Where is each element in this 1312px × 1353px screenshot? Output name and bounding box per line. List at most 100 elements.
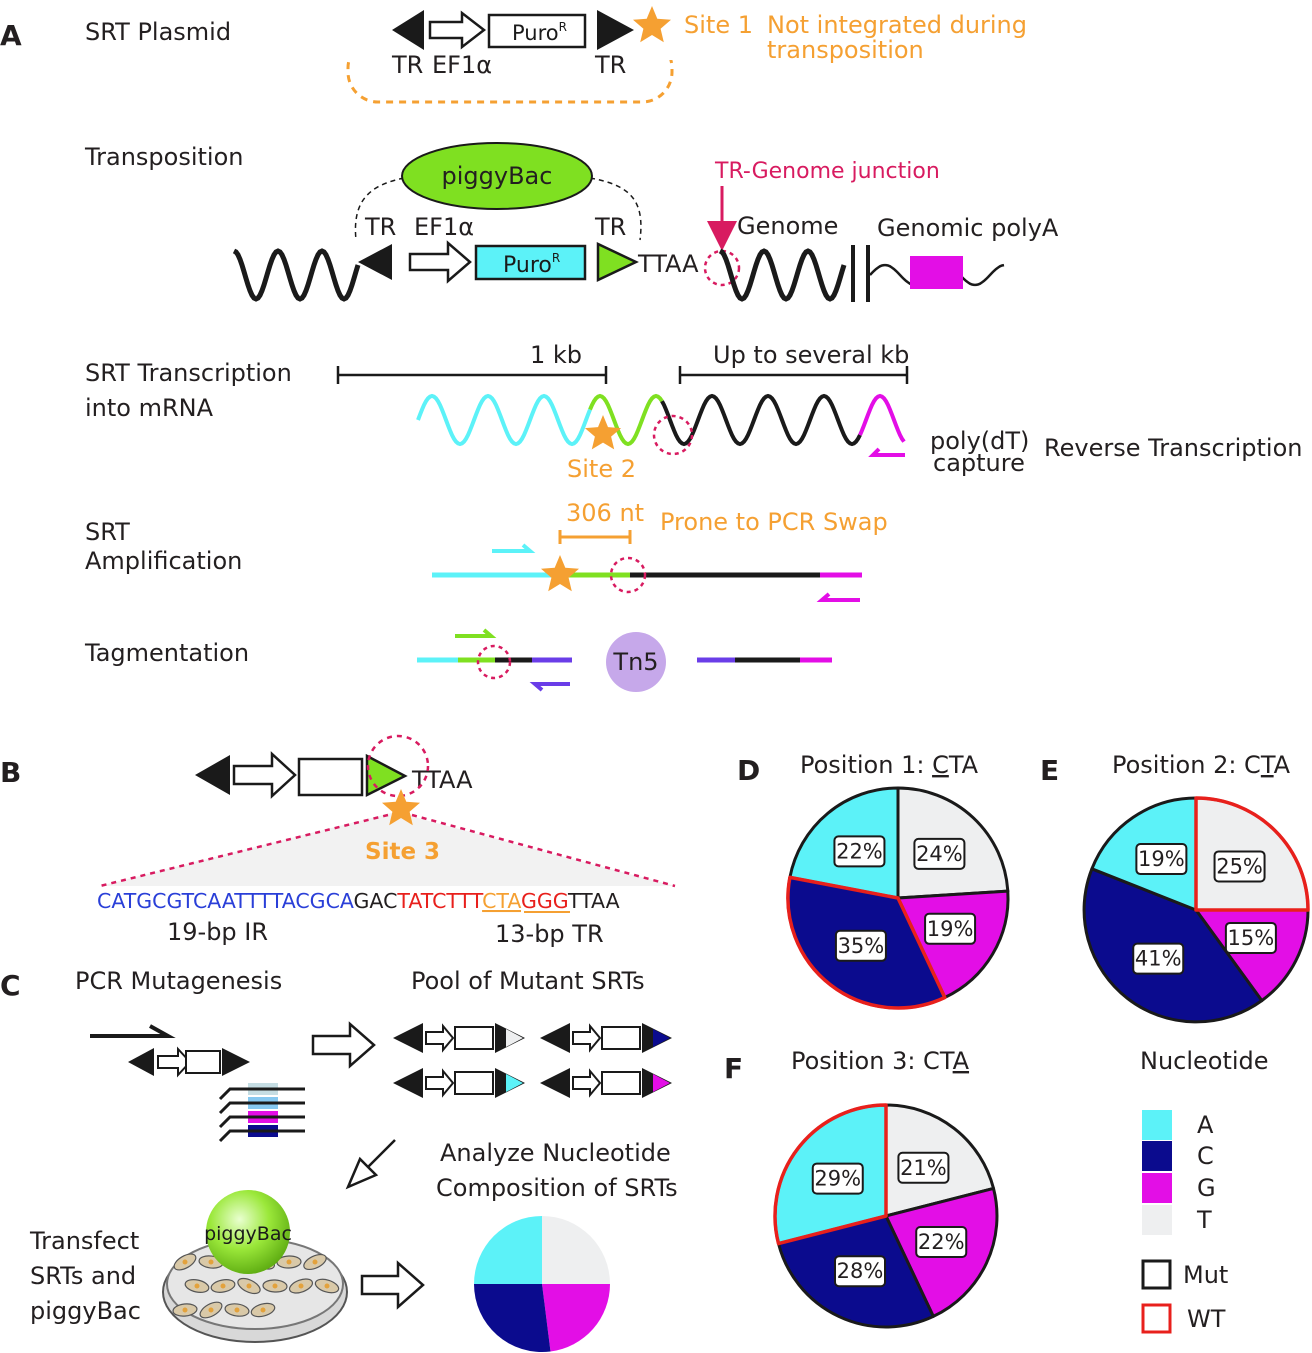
ef1a-label: EF1α — [414, 213, 474, 241]
panel-c: C PCR Mutagenesis Pool of Mutant SRTs An… — [0, 967, 678, 1353]
legend: Nucleotide A C G T Mut WT — [1140, 1047, 1269, 1334]
length-bracket — [558, 530, 632, 544]
pie-data-label: 19% — [927, 917, 974, 941]
mrna-genome-segment — [660, 393, 862, 447]
pie-title-d: Position 1: CTA — [800, 751, 979, 779]
scale-bar-several-kb — [678, 366, 909, 384]
legend-label-wt: WT — [1187, 1305, 1226, 1333]
zoom-wedge — [100, 812, 675, 886]
cells — [172, 1253, 340, 1319]
pie-data-label: 19% — [1138, 847, 1185, 871]
pie-chart-d: 24% 19% 35% 22% — [786, 786, 1010, 1010]
genome-wave-right — [718, 248, 847, 302]
mutant-srt — [393, 1023, 525, 1053]
genome-wave-left — [232, 248, 361, 302]
tr-left-triangle — [358, 244, 392, 280]
pie-chart-f: 21% 22% 28% 29% — [773, 1103, 999, 1329]
legend-swatch-g — [1142, 1173, 1172, 1203]
analyze-label-line2: Composition of SRTs — [436, 1174, 678, 1202]
ttaa-label: TTAA — [637, 250, 699, 278]
site-2-star-icon — [584, 415, 622, 450]
site-1-label: Site 1 — [684, 11, 753, 39]
tr-left-label: TR — [391, 51, 423, 79]
capture-label: capture — [933, 449, 1025, 477]
panel-a: A SRT Plasmid PuroR TR EF1α TR Site 1 No… — [0, 6, 1302, 692]
mutant-srt — [540, 1068, 672, 1098]
ef1a-promoter-arrow — [428, 10, 487, 50]
panel-d: D Position 1: CTA 24% 19% 35% 22% — [737, 751, 1010, 1010]
site-3-star-icon — [382, 789, 420, 826]
piggybac-transposase — [401, 142, 593, 210]
genome-label: Genome — [737, 212, 838, 240]
pie-label-box — [897, 1151, 950, 1184]
row-label-transposition: Transposition — [84, 143, 243, 171]
pie-label-box — [834, 1255, 887, 1288]
ef1a-label: EF1α — [432, 51, 492, 79]
tr-genome-junction-label: TR-Genome junction — [714, 159, 940, 184]
adapter-primer — [529, 682, 570, 692]
arrow-right-icon — [311, 1021, 376, 1069]
scale-several-kb-label: Up to several kb — [713, 341, 909, 369]
site-3-label: Site 3 — [365, 839, 440, 865]
pie-label-box — [1135, 843, 1188, 876]
panel-letter-c: C — [0, 969, 21, 1002]
pcr-swap-note: Prone to PCR Swap — [660, 508, 888, 536]
srt-plasmid: PuroR TR EF1α TR Site 1 Not integrated d… — [340, 6, 1027, 104]
site-circle — [366, 734, 430, 798]
reverse-primer — [816, 592, 860, 602]
scale-bar-1kb — [336, 366, 608, 384]
row-label-amplification-1: SRT — [85, 518, 130, 546]
puro-label: PuroR — [503, 251, 560, 278]
panel-letter-a: A — [0, 19, 22, 52]
promoter-arrow — [232, 751, 297, 799]
piggybac-label: piggyBac — [442, 162, 553, 190]
pie-label-box — [834, 929, 887, 962]
pie-data-label: 21% — [900, 1156, 947, 1180]
pie-data-label: 41% — [1135, 947, 1182, 971]
pie-label-box — [1132, 942, 1185, 975]
legend-label-t: T — [1196, 1206, 1212, 1234]
tagmentation-diagram: Tn5 — [417, 628, 832, 692]
pie-label-box — [913, 837, 966, 870]
tr-right-triangle — [597, 10, 634, 50]
mutant-nucleotide — [506, 1029, 523, 1047]
pie-data-label: 28% — [837, 1259, 884, 1283]
pie-data-label: 35% — [838, 934, 885, 958]
ttaa-label: TTAA — [411, 766, 473, 794]
transfect-label-line2: SRTs and — [30, 1262, 136, 1290]
pie-label-box — [811, 1162, 864, 1195]
polydt-primer — [868, 447, 905, 457]
row-label-amplification-2: Amplification — [85, 547, 242, 575]
pie-title-e: Position 2: CTA — [1112, 751, 1291, 779]
composition-pie — [474, 1216, 610, 1353]
mrna-tr-segment — [588, 393, 664, 447]
wt-outline — [1194, 796, 1310, 912]
polydt-label: poly(dT) — [930, 427, 1029, 455]
junction-circle — [609, 556, 647, 594]
pie-chart-e: 25% 15% 41% 19% — [1082, 796, 1310, 1024]
pie-label-box — [833, 835, 886, 868]
junction-circle — [476, 644, 512, 680]
pie-slice-t — [542, 1216, 610, 1284]
pie-slice-g — [1194, 908, 1310, 1003]
puro-label: PuroR — [512, 20, 567, 45]
legend-swatch-a — [1142, 1110, 1172, 1140]
transcription-diagram: 1 kb Up to several kb Site 2 poly(dT) ca… — [336, 341, 1302, 483]
pie-slice-g — [542, 1284, 610, 1352]
arrow-down-left-icon — [345, 1139, 396, 1190]
puro-box — [297, 757, 364, 797]
wt-outline — [773, 1103, 888, 1246]
petri-dish: piggyBac — [162, 1190, 348, 1343]
tr-right-triangle — [365, 753, 408, 798]
pie-label-box — [915, 1225, 968, 1258]
pool-label: Pool of Mutant SRTs — [411, 967, 645, 995]
tr-right-triangle — [596, 242, 639, 282]
piggybac-ball — [206, 1190, 290, 1274]
reverse-transcription-label: Reverse Transcription — [1044, 434, 1302, 462]
tn5-label: Tn5 — [612, 648, 658, 676]
pie-label-box — [924, 912, 977, 945]
mutagenesis-schematic — [90, 1024, 305, 1143]
panel-letter-b: B — [0, 756, 21, 789]
puro-box — [474, 244, 587, 281]
site-1-star-icon — [633, 6, 671, 43]
